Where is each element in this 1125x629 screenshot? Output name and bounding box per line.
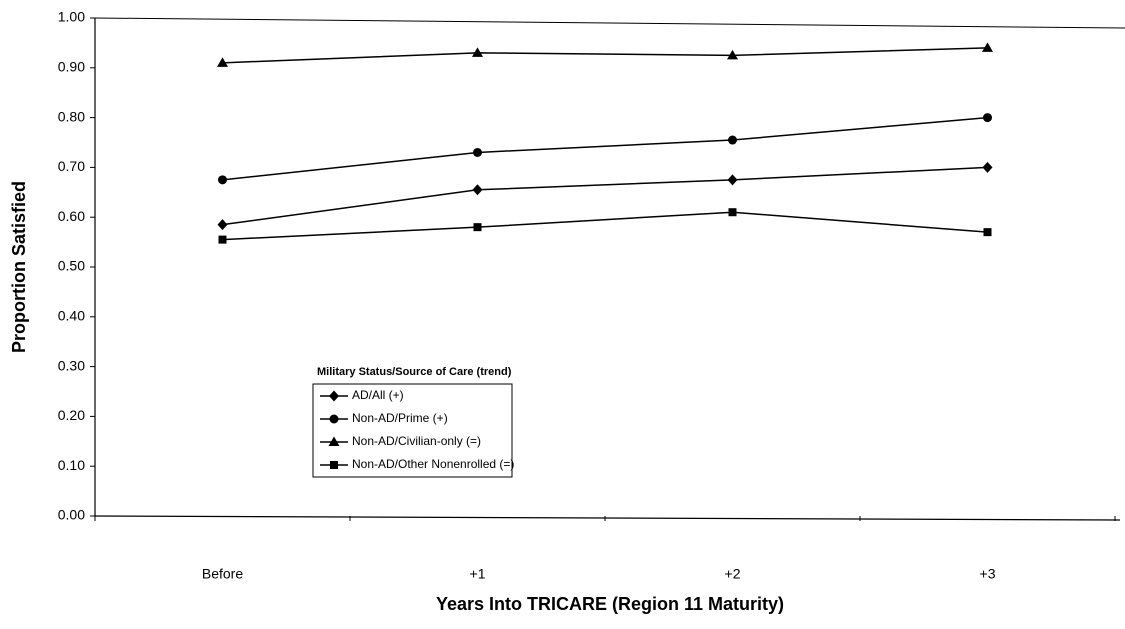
y-tick-label: 0.10 <box>58 457 85 473</box>
x-tick-label: +2 <box>725 566 741 582</box>
legend-marker <box>329 414 339 424</box>
data-point <box>728 135 737 145</box>
x-tick-label: +3 <box>980 566 996 582</box>
x-tick-label: Before <box>202 566 243 582</box>
series-line <box>222 211 988 241</box>
data-point <box>472 184 483 196</box>
data-point <box>983 228 992 237</box>
plot-frame-top <box>94 17 1125 29</box>
legend-title: Military Status/Source of Care (trend) <box>317 366 512 378</box>
data-point <box>727 49 738 60</box>
data-point <box>217 219 228 231</box>
x-tick-label: +1 <box>470 566 486 582</box>
data-point <box>218 235 227 244</box>
y-tick-label: 0.60 <box>58 208 85 224</box>
data-point <box>982 42 993 52</box>
legend-label: AD/All (+) <box>352 388 404 402</box>
y-axis-title: Proportion Satisfied <box>9 181 29 353</box>
legend-box <box>312 383 513 478</box>
data-point <box>982 161 993 173</box>
data-point <box>728 208 737 217</box>
series-line <box>222 47 988 64</box>
legend-marker <box>328 436 340 446</box>
data-point <box>473 147 482 157</box>
y-tick-label: 0.80 <box>58 108 85 124</box>
data-point <box>727 174 738 186</box>
y-tick-label: 0.20 <box>58 407 85 423</box>
legend-marker <box>330 461 338 469</box>
legend-label: Non-AD/Civilian-only (=) <box>352 434 481 448</box>
data-point <box>472 47 483 57</box>
y-tick-label: 0.40 <box>58 308 85 324</box>
data-point <box>983 113 992 123</box>
y-tick-label: 0.50 <box>58 258 85 274</box>
y-tick-label: 0.30 <box>58 357 85 373</box>
legend-label: Non-AD/Prime (+) <box>352 411 448 425</box>
y-tick-label: 1.00 <box>58 9 85 25</box>
series-line <box>222 166 988 226</box>
series-line <box>222 116 988 181</box>
y-tick-label: 0.70 <box>58 158 85 174</box>
data-point <box>473 223 482 232</box>
legend-marker <box>329 390 339 402</box>
data-point <box>217 57 228 67</box>
y-tick-label: 0.90 <box>58 59 85 75</box>
legend-label: Non-AD/Other Nonenrolled (=) <box>352 457 514 471</box>
y-tick-label: 0.00 <box>58 507 85 523</box>
x-axis <box>94 515 1121 521</box>
x-axis-title: Years Into TRICARE (Region 11 Maturity) <box>436 594 784 614</box>
data-point <box>218 175 227 185</box>
